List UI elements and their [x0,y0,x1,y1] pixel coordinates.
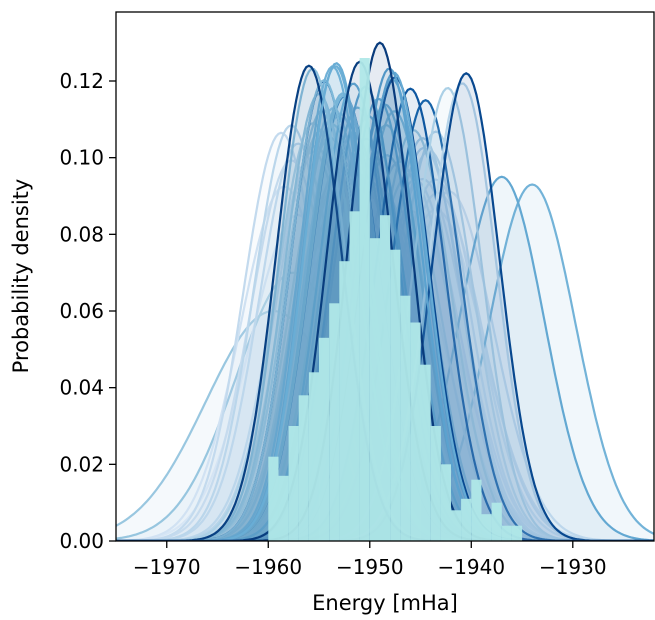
x-tick-label: −1970 [133,555,201,579]
histogram-bar [379,215,391,541]
x-tick-label: −1950 [336,555,404,579]
histogram-bar [319,337,330,541]
gaussian-curve [116,97,654,541]
histogram-bar [501,525,512,541]
curve-fill [116,176,654,541]
histogram-bar [298,395,309,541]
x-tick-label: −1960 [234,555,302,579]
histogram-bar [471,479,482,541]
x-tick-label: −1940 [437,555,505,579]
gaussian-curve [116,41,654,541]
gaussian-curve [116,110,654,541]
gaussian-curve [116,75,654,541]
histogram [268,58,523,541]
histogram-bar [491,502,502,541]
y-tick-label: 0.10 [59,146,104,170]
y-tick-label: 0.00 [59,529,104,553]
y-tick-label: 0.06 [59,299,104,323]
histogram-bar [329,303,340,541]
histogram-bar [369,238,380,541]
histogram-bar [451,510,462,541]
x-axis: −1970 −1960 −1950 −1940 −1930 [133,541,607,579]
histogram-bar [359,58,370,541]
histogram-bar [430,426,441,541]
histogram-bar [420,364,431,541]
y-tick-label: 0.08 [59,222,104,246]
histogram-bar [461,498,472,541]
histogram-bar [410,322,421,541]
histogram-bar [268,456,279,541]
histogram-bar [481,514,492,541]
y-tick-label: 0.02 [59,452,104,476]
y-axis-label: Probability density [9,179,33,374]
gaussian-curve [116,60,654,541]
histogram-bar [278,475,289,541]
curve-fill [116,191,654,541]
histogram-bar [440,464,451,541]
y-tick-label: 0.12 [59,69,104,93]
x-axis-label: Energy [mHa] [312,591,458,615]
histogram-bar [511,525,523,541]
curve-fill [116,73,654,541]
histogram-bar [400,295,411,541]
y-tick-label: 0.04 [59,376,104,400]
plot-area [116,41,654,541]
histogram-bar [349,211,360,541]
histogram-bar [288,426,299,541]
gaussian-curve [116,71,654,541]
y-axis: 0.00 0.02 0.04 0.06 0.08 0.10 0.12 [59,69,116,553]
gaussian-curve [116,85,654,541]
histogram-bar [308,372,320,541]
plot-frame [115,11,655,542]
x-tick-label: −1930 [539,555,607,579]
histogram-bar [390,249,401,541]
curve-fill [116,184,654,541]
histogram-bar [339,261,350,541]
curve-fill [116,186,654,541]
gaussian-curve [116,67,654,541]
